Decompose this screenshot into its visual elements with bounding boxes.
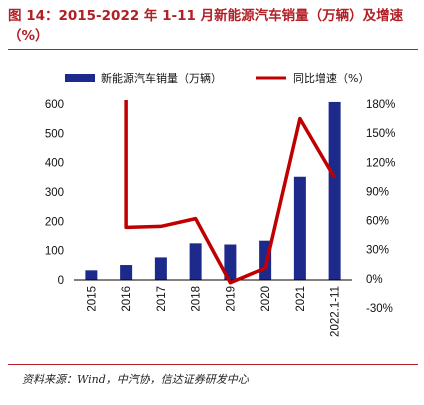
left-tick-label: 0 <box>58 275 64 287</box>
title-divider <box>8 49 418 50</box>
line-series <box>124 100 337 285</box>
x-tick-label: 2019 <box>225 286 237 312</box>
source-note: 资料来源：Wind，中汽协，信达证券研发中心 <box>22 373 249 386</box>
bar <box>120 265 133 280</box>
legend-bar-swatch <box>65 74 95 82</box>
legend-line-label: 同比增速（%） <box>293 71 369 85</box>
x-tick-label: 2017 <box>156 286 168 312</box>
x-tick-label: 2020 <box>260 286 272 312</box>
right-tick-label: -30% <box>366 303 393 315</box>
bar <box>224 244 237 280</box>
bar <box>328 101 341 281</box>
right-tick-label: 180% <box>366 99 395 111</box>
x-tick-label: 2016 <box>121 286 133 312</box>
source-divider <box>8 364 418 365</box>
bar <box>293 176 306 280</box>
left-tick-label: 100 <box>45 246 64 258</box>
left-tick-label: 500 <box>45 128 64 140</box>
right-tick-label: 150% <box>366 128 395 140</box>
growth-line <box>124 100 337 285</box>
x-tick-label: 2021 <box>295 286 307 312</box>
left-axis: 0 100 200 300 400 500 600 <box>45 99 64 287</box>
bar <box>189 243 202 280</box>
right-tick-label: 90% <box>366 186 389 198</box>
x-tick-label: 2022.1-11 <box>330 286 342 337</box>
chart-title: 图 14：2015-2022 年 1-11 月新能源汽车销量（万辆）及增速（%） <box>8 8 404 44</box>
left-tick-label: 300 <box>45 187 64 199</box>
combo-chart: 新能源汽车销量（万辆） 同比增速（%） 0100200300400500600 … <box>45 71 396 337</box>
left-tick-label: 200 <box>45 216 64 228</box>
right-tick-label: 60% <box>366 216 389 228</box>
right-tick-label: 0% <box>366 274 383 286</box>
x-tick-label: 2018 <box>191 286 203 312</box>
left-tick-label: 600 <box>45 99 64 111</box>
x-axis: 2015 2016 2017 2018 2019 2020 2021 2022.1-11 <box>86 286 341 337</box>
legend: 新能源汽车销量（万辆） 同比增速（%） <box>65 71 369 85</box>
x-tick-label: 2015 <box>86 286 98 312</box>
bar <box>85 270 98 280</box>
legend-bar-label: 新能源汽车销量（万辆） <box>101 71 222 85</box>
right-axis: -30% 0% 30% 60% 90% 120% 150% 180% <box>366 99 395 315</box>
bar <box>154 257 167 280</box>
right-tick-label: 30% <box>366 245 389 257</box>
right-tick-label: 120% <box>366 157 395 169</box>
left-tick-label: 400 <box>45 158 64 170</box>
